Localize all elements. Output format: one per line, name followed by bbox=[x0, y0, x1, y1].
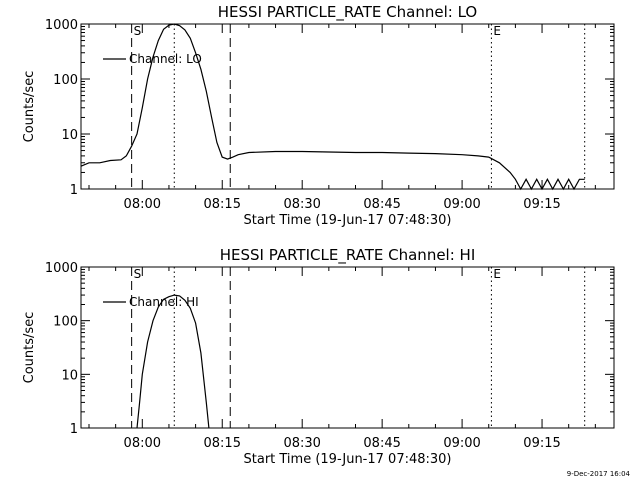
panel-1-x-tick-label: 08:45 bbox=[363, 197, 400, 212]
panel-1-x-axis-label: Start Time (19-Jun-17 07:48:30) bbox=[244, 213, 452, 228]
panel-2-y-axis-label: Counts/sec bbox=[22, 312, 37, 384]
panel-2-time-marker-label: E bbox=[493, 267, 501, 281]
panel-1-title: HESSI PARTICLE_RATE Channel: LO bbox=[218, 3, 477, 22]
panel-2-series-line bbox=[136, 294, 210, 429]
panel-1-y-tick-label: 1000 bbox=[45, 18, 78, 33]
panel-2-x-tick-label: 09:15 bbox=[523, 436, 560, 451]
panel-2-y-tick-label: 1 bbox=[70, 422, 78, 437]
panel-1-y-tick-label: 10 bbox=[61, 128, 78, 143]
panel-2-legend-label: Channel: HI bbox=[129, 295, 199, 309]
panel-2-y-tick-label: 100 bbox=[53, 315, 78, 330]
panel-2-x-tick-label: 08:00 bbox=[124, 436, 161, 451]
panel-2-x-tick-label: 09:00 bbox=[443, 436, 480, 451]
panel-1-y-tick-label: 1 bbox=[70, 183, 78, 198]
panel-1-x-tick-label: 09:00 bbox=[443, 197, 480, 212]
panel-2-plot-frame bbox=[80, 266, 615, 429]
panel-2-title: HESSI PARTICLE_RATE Channel: HI bbox=[220, 246, 476, 265]
panel-1-x-tick-label: 08:00 bbox=[124, 197, 161, 212]
panel-2-x-axis-label: Start Time (19-Jun-17 07:48:30) bbox=[244, 452, 452, 467]
panel-1-x-tick-label: 08:30 bbox=[283, 197, 320, 212]
panel-1-x-tick-label: 09:15 bbox=[523, 197, 560, 212]
panel-2-y-tick-label: 10 bbox=[61, 368, 78, 383]
panel-1-series-line bbox=[80, 23, 585, 191]
panel-2-y-tick-label: 1000 bbox=[45, 261, 78, 276]
panel-1-legend-label: Channel: LO bbox=[129, 52, 202, 66]
footer-timestamp: 9-Dec-2017 16:04 bbox=[566, 470, 630, 478]
panel-2-x-tick-label: 08:45 bbox=[363, 436, 400, 451]
panel-2-x-tick-label: 08:30 bbox=[283, 436, 320, 451]
panel-1-y-tick-label: 100 bbox=[53, 73, 78, 88]
panel-1-x-tick-label: 08:15 bbox=[204, 197, 241, 212]
panel-1-time-marker-label: S bbox=[134, 24, 142, 38]
panel-2-time-marker-label: S bbox=[134, 267, 142, 281]
panel-1-time-marker-label: E bbox=[493, 24, 501, 38]
panel-2-x-tick-label: 08:15 bbox=[204, 436, 241, 451]
panel-1-plot-frame bbox=[80, 23, 615, 190]
panel-1-y-axis-label: Counts/sec bbox=[22, 71, 37, 143]
